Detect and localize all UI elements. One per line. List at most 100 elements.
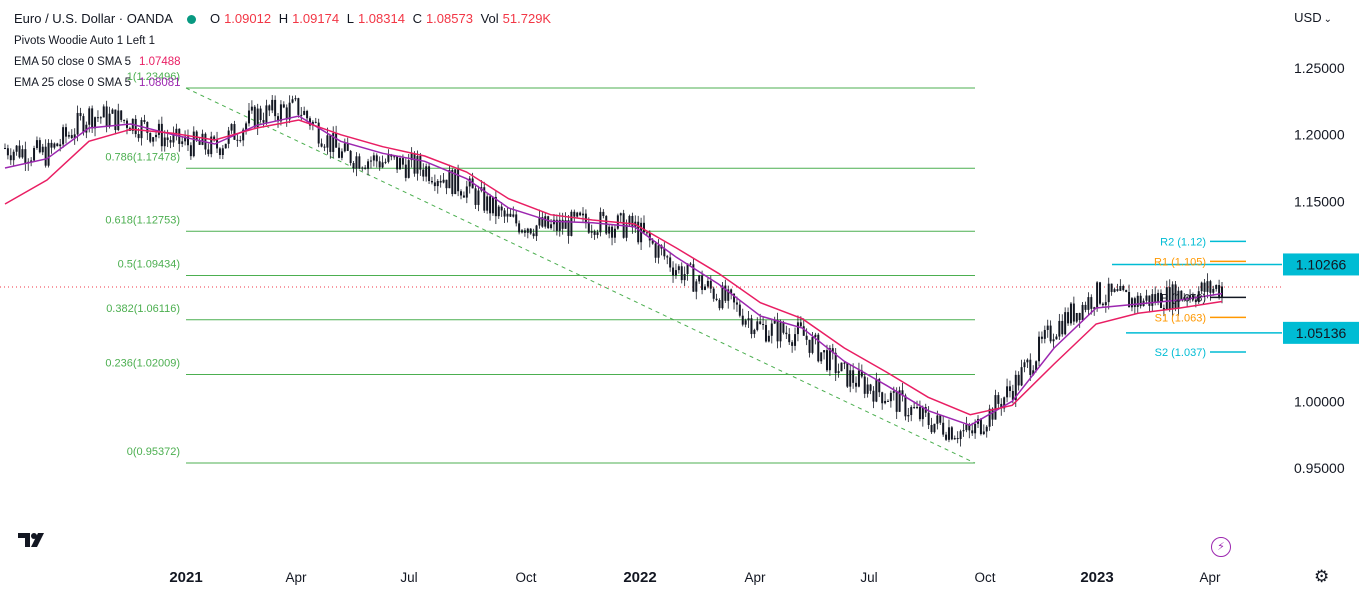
- candle-body: [936, 415, 939, 424]
- candle-body: [779, 322, 782, 342]
- candle-body: [1099, 282, 1102, 304]
- candle-body: [1058, 320, 1061, 337]
- candle-body: [387, 154, 390, 162]
- candle-body: [860, 370, 863, 377]
- candle-body: [791, 342, 794, 346]
- fib-level-label: 0.786(1.17478): [105, 151, 180, 163]
- candle-body: [666, 256, 669, 258]
- indicator-pivots[interactable]: Pivots Woodie Auto 1 Left 1: [14, 33, 555, 49]
- candle-body: [547, 216, 550, 229]
- candle-body: [584, 213, 587, 224]
- candle-body: [210, 136, 213, 155]
- gear-icon[interactable]: ⚙: [1314, 567, 1330, 586]
- candle-body: [445, 179, 448, 189]
- candle-body: [526, 228, 529, 233]
- candle-body: [1008, 386, 1011, 391]
- candle-body: [12, 151, 15, 161]
- candle-body: [645, 232, 648, 234]
- candle-body: [1040, 336, 1043, 339]
- candle-body: [1148, 295, 1151, 306]
- indicator-ema-25[interactable]: EMA 25 close 0 SMA 5 1.08081: [14, 75, 555, 91]
- candle-body: [796, 322, 799, 335]
- candle-body: [323, 146, 326, 148]
- low-label: L: [346, 11, 354, 26]
- candle-body: [1151, 294, 1154, 306]
- candle-body: [613, 228, 616, 238]
- candle-body: [1130, 298, 1133, 308]
- candle-body: [831, 348, 834, 353]
- candle-body: [169, 139, 172, 143]
- candle-body: [608, 226, 611, 234]
- candle-body: [1122, 285, 1125, 291]
- candle-body: [375, 155, 378, 162]
- candle-body: [294, 98, 297, 100]
- ema-25-line: [4, 115, 1223, 427]
- candle-body: [372, 155, 375, 161]
- y-tick-label: 1.00000: [1294, 393, 1345, 409]
- candle-body: [62, 127, 65, 145]
- candle-body: [640, 222, 643, 243]
- candle-body: [942, 422, 945, 435]
- candle-body: [477, 190, 480, 205]
- indicator-pivots-label: Pivots Woodie Auto 1 Left 1: [14, 35, 156, 47]
- candle-body: [152, 137, 155, 142]
- pivot-label-s1: S1 (1.063): [1155, 312, 1206, 324]
- candle-body: [1055, 336, 1058, 340]
- candle-body: [503, 210, 506, 217]
- candle-body: [997, 395, 1000, 404]
- pivot-label-r2: R2 (1.12): [1160, 236, 1206, 248]
- candle-body: [491, 196, 494, 214]
- candle-body: [849, 370, 852, 387]
- candle-body: [137, 134, 140, 139]
- candle-body: [274, 99, 277, 117]
- candle-body: [895, 391, 898, 412]
- candle-body: [457, 169, 460, 192]
- candle-body: [512, 214, 515, 217]
- candle-body: [1168, 287, 1171, 310]
- candle-body: [532, 233, 535, 237]
- indicator-ema-50[interactable]: EMA 50 close 0 SMA 5 1.07488: [14, 54, 555, 70]
- candle-body: [567, 220, 570, 236]
- symbol-title[interactable]: Euro / U.S. Dollar · OANDA: [14, 11, 173, 26]
- candle-body: [918, 406, 921, 420]
- candle-body: [419, 156, 422, 170]
- candle-body: [933, 423, 936, 433]
- lightning-icon[interactable]: ⚡: [1211, 537, 1231, 557]
- candle-body: [1017, 374, 1020, 386]
- candle-body: [805, 335, 808, 340]
- pivot-label-s2: S2 (1.037): [1155, 347, 1206, 359]
- candle-body: [1011, 390, 1014, 400]
- candle-body: [840, 362, 843, 372]
- candle-body: [120, 110, 123, 120]
- candle-body: [695, 281, 698, 292]
- candle-body: [50, 142, 53, 148]
- high-label: H: [278, 11, 289, 26]
- candle-body: [410, 153, 413, 161]
- candle-body: [698, 275, 701, 282]
- candle-body: [1000, 403, 1003, 409]
- candle-body: [945, 434, 948, 440]
- ema-50-line: [4, 119, 1223, 416]
- candle-body: [245, 123, 248, 130]
- candle-body: [866, 384, 869, 394]
- candle-body: [186, 136, 189, 146]
- currency-selector[interactable]: USD ⌄: [1294, 10, 1332, 25]
- candle-body: [300, 114, 303, 116]
- candle-body: [1023, 362, 1026, 368]
- candle-body: [709, 280, 712, 289]
- candle-body: [1104, 302, 1107, 306]
- candle-body: [1145, 295, 1148, 301]
- candle-body: [285, 107, 288, 120]
- candle-body: [1218, 285, 1221, 297]
- candle-body: [738, 304, 741, 316]
- candle-body: [619, 213, 622, 216]
- candle-body: [189, 145, 192, 157]
- candle-body: [56, 143, 59, 147]
- candle-body: [1093, 307, 1096, 309]
- candle-body: [184, 136, 187, 142]
- candle-body: [837, 371, 840, 374]
- candle-body: [843, 362, 846, 364]
- candle-body: [735, 302, 738, 305]
